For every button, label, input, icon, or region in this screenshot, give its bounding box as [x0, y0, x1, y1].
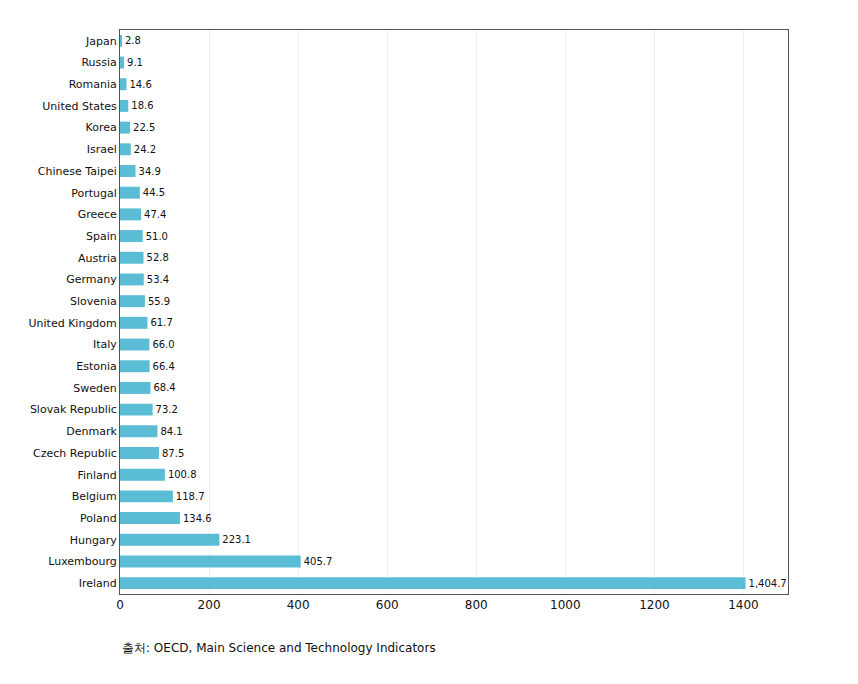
svg-text:22.5: 22.5: [133, 122, 155, 133]
svg-text:Portugal: Portugal: [71, 187, 117, 200]
svg-text:14.6: 14.6: [130, 79, 152, 90]
svg-text:Austria: Austria: [78, 252, 117, 265]
svg-text:United States: United States: [42, 100, 117, 113]
svg-text:Germany: Germany: [66, 273, 117, 286]
svg-text:Spain: Spain: [86, 230, 117, 243]
svg-text:87.5: 87.5: [162, 448, 184, 459]
svg-text:800: 800: [465, 598, 488, 612]
svg-text:Finland: Finland: [77, 469, 116, 482]
svg-text:118.7: 118.7: [176, 491, 205, 502]
svg-text:100.8: 100.8: [168, 469, 197, 480]
svg-text:68.4: 68.4: [153, 382, 175, 393]
svg-text:1,404.7: 1,404.7: [749, 578, 787, 589]
svg-text:United Kingdom: United Kingdom: [29, 317, 117, 330]
svg-text:200: 200: [198, 598, 221, 612]
svg-text:600: 600: [376, 598, 399, 612]
svg-text:405.7: 405.7: [304, 556, 333, 567]
svg-text:Ireland: Ireland: [79, 577, 117, 590]
svg-text:Russia: Russia: [81, 56, 116, 69]
svg-text:223.1: 223.1: [222, 534, 251, 545]
svg-text:1400: 1400: [728, 598, 759, 612]
svg-text:Sweden: Sweden: [73, 382, 116, 395]
svg-text:2.8: 2.8: [125, 35, 141, 46]
svg-text:출처: OECD, Main Science and Tec: 출처: OECD, Main Science and Technology In…: [122, 641, 436, 655]
svg-text:Israel: Israel: [87, 143, 117, 156]
svg-text:34.9: 34.9: [139, 166, 161, 177]
svg-text:1000: 1000: [550, 598, 581, 612]
svg-text:Romania: Romania: [69, 78, 117, 91]
svg-text:18.6: 18.6: [131, 100, 153, 111]
svg-text:Poland: Poland: [80, 512, 117, 525]
svg-text:73.2: 73.2: [156, 404, 178, 415]
svg-text:Estonia: Estonia: [76, 360, 117, 373]
svg-text:51.0: 51.0: [146, 231, 168, 242]
svg-text:1200: 1200: [639, 598, 670, 612]
svg-text:84.1: 84.1: [160, 426, 182, 437]
svg-text:61.7: 61.7: [150, 317, 172, 328]
svg-text:24.2: 24.2: [134, 144, 156, 155]
svg-text:9.1: 9.1: [127, 57, 143, 68]
svg-text:Italy: Italy: [93, 338, 117, 351]
svg-text:Chinese Taipei: Chinese Taipei: [38, 165, 117, 178]
svg-text:Greece: Greece: [78, 208, 117, 221]
svg-text:Belgium: Belgium: [72, 490, 117, 503]
svg-text:44.5: 44.5: [143, 187, 165, 198]
svg-text:53.4: 53.4: [147, 274, 169, 285]
svg-text:Korea: Korea: [86, 121, 117, 134]
svg-text:Slovenia: Slovenia: [70, 295, 117, 308]
svg-text:Denmark: Denmark: [66, 425, 117, 438]
svg-text:Luxembourg: Luxembourg: [48, 555, 117, 568]
svg-text:Japan: Japan: [85, 35, 117, 48]
svg-text:400: 400: [287, 598, 310, 612]
svg-text:66.0: 66.0: [152, 339, 174, 350]
svg-text:47.4: 47.4: [144, 209, 166, 220]
svg-text:0: 0: [116, 598, 124, 612]
svg-text:52.8: 52.8: [147, 252, 169, 263]
svg-text:66.4: 66.4: [153, 361, 175, 372]
svg-text:Slovak Republic: Slovak Republic: [30, 403, 117, 416]
svg-text:Hungary: Hungary: [70, 534, 117, 547]
svg-text:55.9: 55.9: [148, 296, 170, 307]
svg-text:Czech Republic: Czech Republic: [33, 447, 117, 460]
svg-text:134.6: 134.6: [183, 513, 212, 524]
